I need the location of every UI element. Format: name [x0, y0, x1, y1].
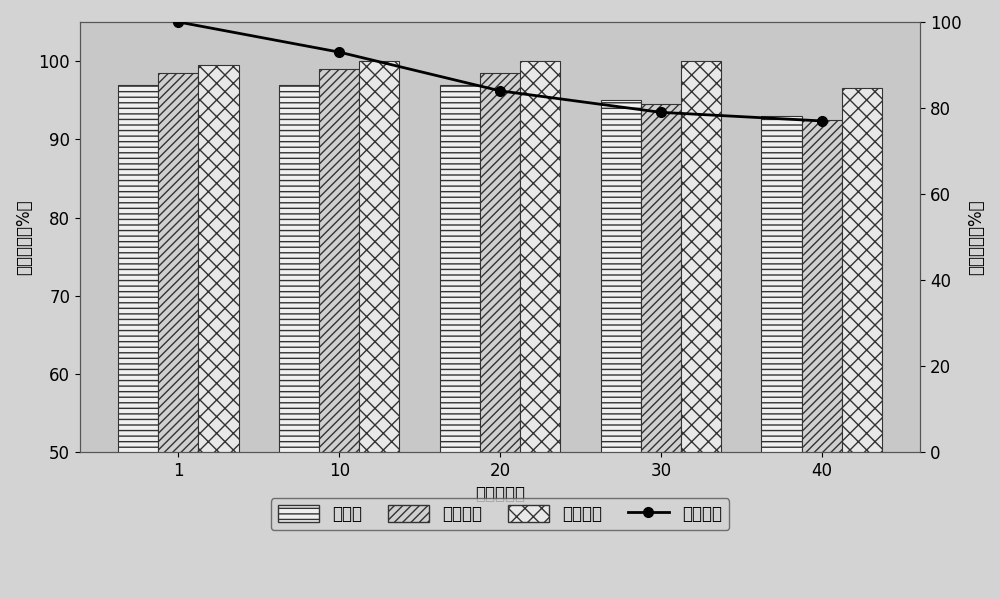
- Bar: [198, 65, 239, 599]
- 剩余酸活: [172, 19, 184, 26]
- Bar: [761, 116, 802, 599]
- Bar: [480, 73, 520, 599]
- Bar: [359, 61, 399, 599]
- Bar: [319, 69, 359, 599]
- Bar: [440, 84, 480, 599]
- Bar: [641, 104, 681, 599]
- X-axis label: 反应循环数: 反应循环数: [475, 485, 525, 503]
- Legend: 黄豆苷, 染料木苷, 黄豆黄苷, 剩余酸活: 黄豆苷, 染料木苷, 黄豆黄苷, 剩余酸活: [271, 498, 729, 530]
- Bar: [601, 100, 641, 599]
- Y-axis label: 水解效率（%）: 水解效率（%）: [15, 199, 33, 275]
- 剩余酸活: [655, 109, 667, 116]
- Bar: [158, 73, 198, 599]
- Line: 剩余酸活: 剩余酸活: [174, 17, 826, 126]
- 剩余酸活: [333, 49, 345, 56]
- 剩余酸活: [494, 87, 506, 95]
- Bar: [520, 61, 560, 599]
- Bar: [279, 84, 319, 599]
- Bar: [802, 120, 842, 599]
- Bar: [842, 89, 882, 599]
- Bar: [681, 61, 721, 599]
- 剩余酸活: [816, 117, 828, 125]
- Y-axis label: 剩余酸活（%）: 剩余酸活（%）: [967, 199, 985, 275]
- Bar: [118, 84, 158, 599]
